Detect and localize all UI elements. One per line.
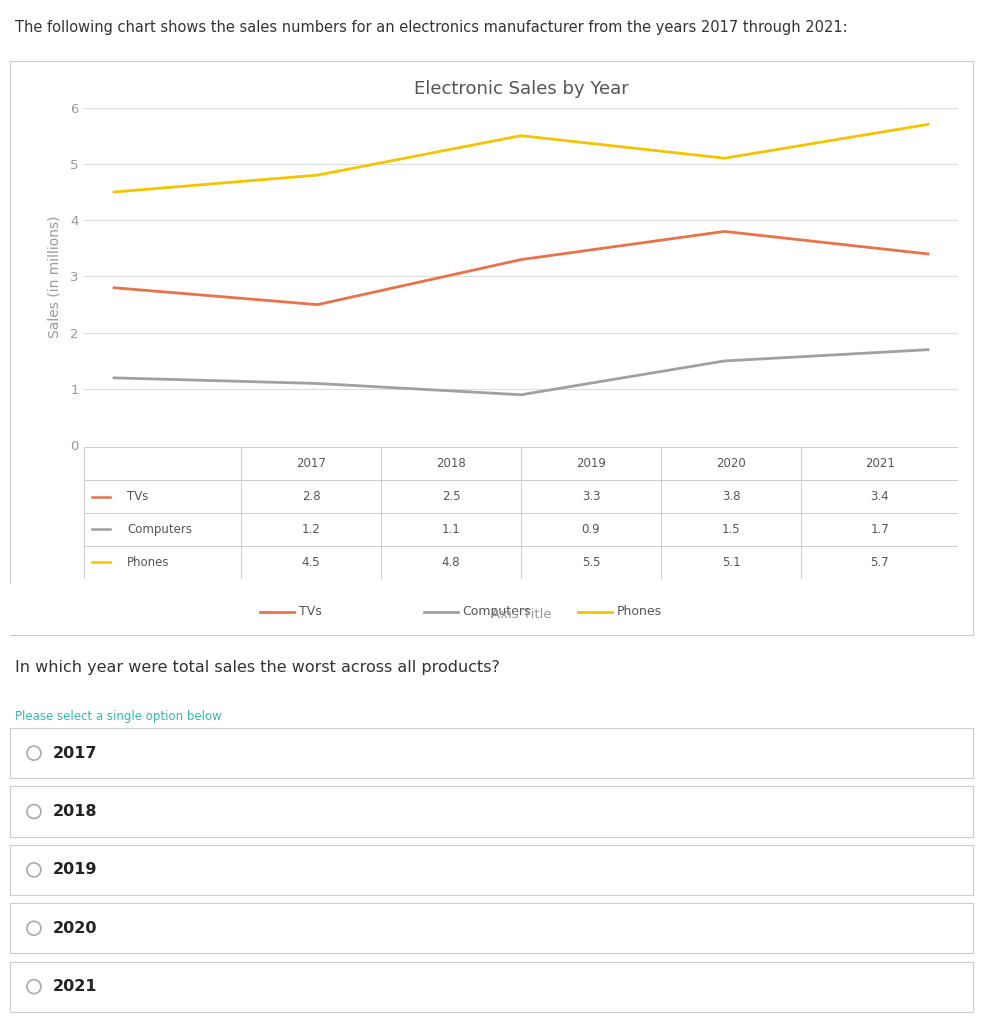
Text: 1.7: 1.7	[870, 523, 889, 536]
Y-axis label: Sales (in millions): Sales (in millions)	[48, 215, 62, 338]
Text: 4.8: 4.8	[441, 556, 460, 568]
Text: Computers: Computers	[463, 605, 531, 618]
Text: Phones: Phones	[127, 556, 170, 568]
Title: Electronic Sales by Year: Electronic Sales by Year	[414, 80, 628, 97]
Text: 1.2: 1.2	[302, 523, 320, 536]
Text: The following chart shows the sales numbers for an electronics manufacturer from: The following chart shows the sales numb…	[15, 20, 847, 36]
Text: 5.1: 5.1	[722, 556, 740, 568]
Text: 2018: 2018	[53, 804, 97, 819]
Text: 2017: 2017	[296, 458, 326, 470]
Text: 3.3: 3.3	[582, 490, 601, 503]
Text: 5.5: 5.5	[582, 556, 601, 568]
Text: Computers: Computers	[127, 523, 193, 536]
Text: 0.9: 0.9	[582, 523, 601, 536]
Text: 1.1: 1.1	[441, 523, 460, 536]
Text: 2019: 2019	[53, 862, 97, 878]
Text: 2020: 2020	[53, 921, 97, 936]
Text: Please select a single option below: Please select a single option below	[15, 710, 221, 723]
Text: 3.8: 3.8	[722, 490, 740, 503]
Text: 4.5: 4.5	[302, 556, 320, 568]
Text: Axis Title: Axis Title	[491, 608, 551, 621]
Text: 2021: 2021	[53, 979, 97, 994]
Text: 3.4: 3.4	[870, 490, 889, 503]
Text: 1.5: 1.5	[722, 523, 740, 536]
Text: 2019: 2019	[576, 458, 606, 470]
Text: 2017: 2017	[53, 745, 97, 761]
Text: TVs: TVs	[299, 605, 321, 618]
Text: 2018: 2018	[436, 458, 466, 470]
Text: 2021: 2021	[865, 458, 895, 470]
Text: 2.8: 2.8	[302, 490, 320, 503]
Text: 2020: 2020	[716, 458, 746, 470]
Text: In which year were total sales the worst across all products?: In which year were total sales the worst…	[15, 660, 499, 676]
Text: TVs: TVs	[127, 490, 148, 503]
Text: 2.5: 2.5	[441, 490, 460, 503]
Text: Phones: Phones	[616, 605, 662, 618]
Text: 5.7: 5.7	[870, 556, 889, 568]
